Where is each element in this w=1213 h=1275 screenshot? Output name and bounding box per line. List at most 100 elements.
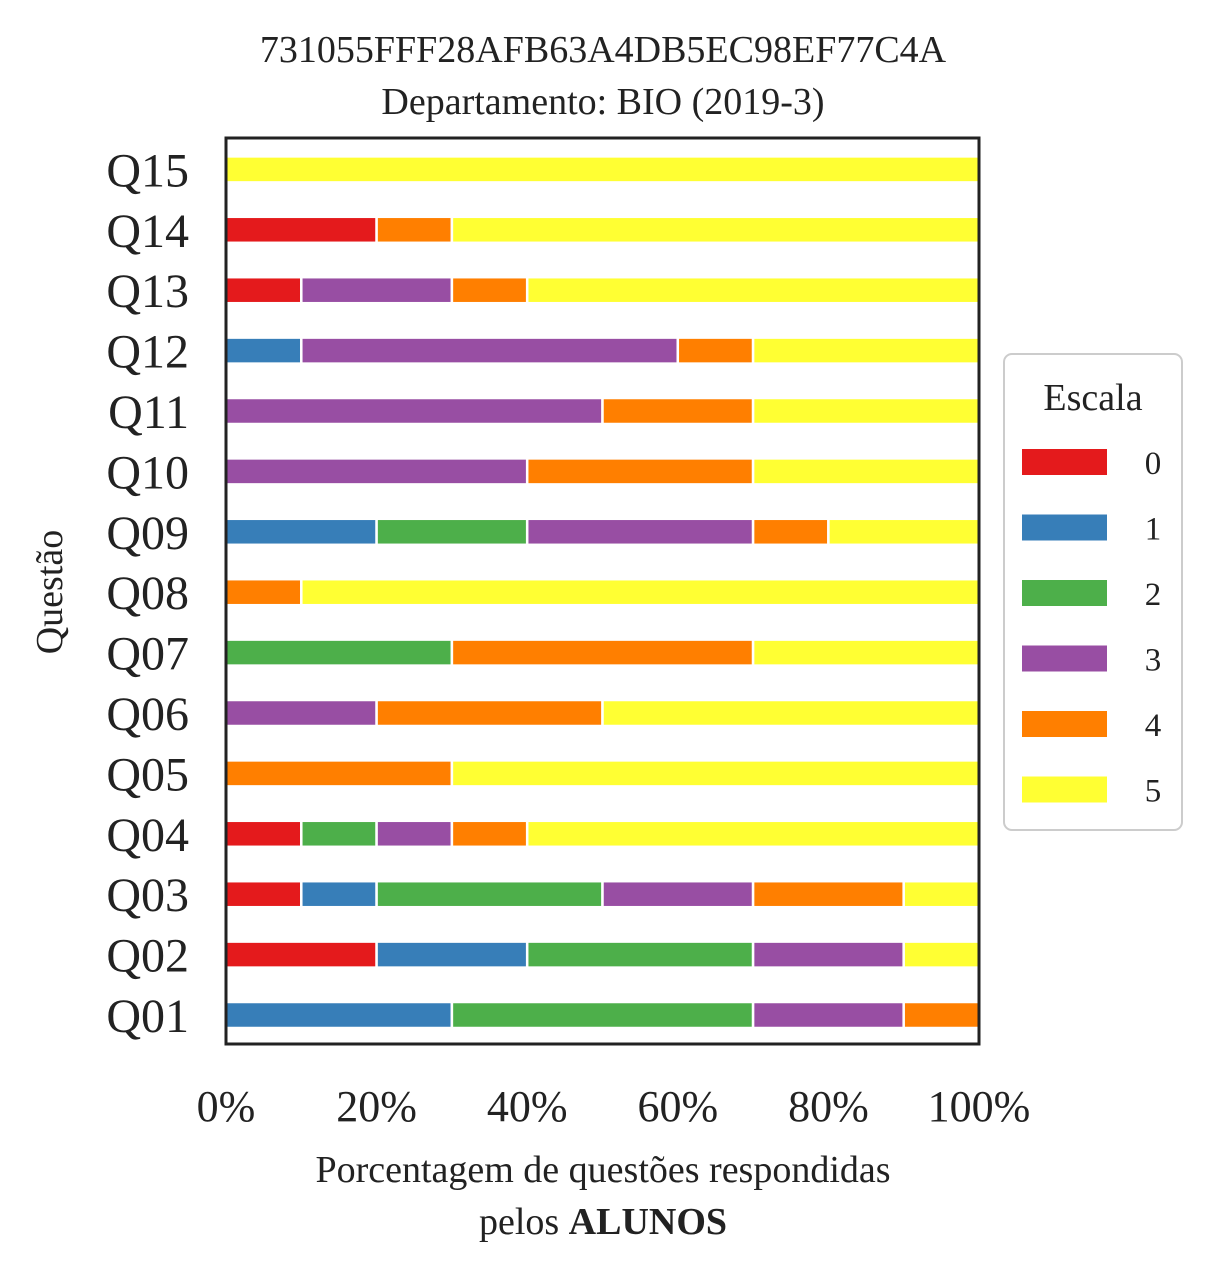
bar-q10-scale-3 (224, 457, 529, 486)
bar-q11-scale-4 (601, 396, 755, 426)
chart-title: 731055FFF28AFB63A4DB5EC98EF77C4A (260, 29, 947, 71)
y-tick-label: Q08 (106, 567, 189, 620)
bar-q07-scale-2 (224, 638, 454, 667)
y-tick-label: Q07 (106, 628, 189, 681)
legend-items: 0 1 2 3 4 5 (1022, 446, 1161, 810)
x-axis-label-line2: pelos ALUNOS (479, 1201, 727, 1243)
y-tick-label: Q12 (106, 326, 189, 379)
legend-swatch-2 (1022, 580, 1107, 606)
bar-q10-scale-4 (525, 457, 755, 486)
bar-q08-scale-4 (224, 577, 303, 607)
legend-label-3: 3 (1145, 643, 1162, 679)
bar-q06-scale-3 (224, 698, 378, 728)
bar-q01-scale-4 (902, 1000, 981, 1030)
bar-q11-scale-3 (224, 396, 604, 426)
plot-frame (224, 136, 981, 1046)
legend-swatch-1 (1022, 514, 1107, 541)
legend-title: Escala (1043, 377, 1142, 419)
y-tick-label: Q15 (106, 144, 189, 197)
bar-q13-scale-3 (300, 275, 454, 305)
bar-q03-scale-3 (601, 879, 755, 909)
legend-label-4: 4 (1145, 708, 1162, 744)
y-axis-label: Questão (29, 530, 71, 655)
bar-q03-scale-5 (902, 879, 981, 909)
bar-q13-scale-5 (525, 275, 981, 305)
bar-q03-scale-4 (751, 879, 905, 909)
bar-q05-scale-5 (450, 759, 981, 788)
bar-q02-scale-3 (751, 940, 905, 969)
x-tick-label: 20% (336, 1082, 417, 1131)
bar-q04-scale-0 (224, 819, 303, 849)
bar-q09-scale-2 (375, 517, 529, 547)
x-tick-label: 40% (487, 1082, 568, 1131)
bar-q04-scale-2 (300, 819, 378, 849)
y-tick-label: Q13 (106, 265, 189, 318)
bar-q05-scale-4 (224, 759, 454, 788)
bar-q06-scale-4 (375, 698, 604, 728)
x-tick-label: 80% (788, 1082, 869, 1131)
legend-swatch-0 (1022, 449, 1107, 475)
y-tick-label: Q05 (106, 748, 189, 801)
y-tick-label: Q02 (106, 930, 189, 983)
bar-q09-scale-5 (827, 517, 981, 547)
x-tick-label: 100% (928, 1082, 1031, 1131)
bar-q09-scale-3 (525, 517, 755, 547)
y-tick-label: Q10 (106, 446, 189, 499)
bar-q02-scale-0 (224, 940, 378, 969)
bar-q01-scale-1 (224, 1000, 454, 1030)
legend-label-1: 1 (1145, 512, 1162, 548)
bar-q08-scale-5 (300, 577, 981, 607)
bar-q02-scale-1 (375, 940, 529, 969)
x-tick-labels: 0% 20% 40% 60% 80% 100% (197, 1082, 1031, 1131)
bar-q11-scale-5 (751, 396, 981, 426)
y-tick-labels: Q01 Q02 Q03 Q04 Q05 Q06 Q07 Q08 Q09 Q10 Q11 Q12 Q13 Q… (106, 144, 189, 1043)
legend-label-5: 5 (1145, 774, 1162, 810)
y-tick-label: Q11 (108, 386, 189, 439)
bar-q01-scale-3 (751, 1000, 905, 1030)
bar-q12-scale-3 (300, 336, 680, 365)
legend-swatch-5 (1022, 776, 1107, 803)
y-tick-label: Q01 (106, 990, 189, 1043)
x-axis-label-bold: ALUNOS (569, 1201, 727, 1243)
bars-group (224, 155, 981, 1030)
legend-label-2: 2 (1145, 577, 1162, 613)
legend: Escala 0 1 2 3 4 5 (1003, 353, 1183, 831)
bar-q03-scale-2 (375, 879, 604, 909)
bar-q07-scale-4 (450, 638, 755, 667)
bar-q03-scale-1 (300, 879, 378, 909)
y-tick-label: Q14 (106, 205, 189, 258)
y-tick-label: Q03 (106, 869, 189, 922)
bar-q14-scale-0 (224, 215, 378, 245)
x-tick-label: 0% (197, 1082, 256, 1131)
bar-q12-scale-1 (224, 336, 303, 365)
bar-q03-scale-0 (224, 879, 303, 909)
bar-q04-scale-3 (375, 819, 454, 849)
bar-q09-scale-1 (224, 517, 378, 547)
bar-q14-scale-5 (450, 215, 981, 245)
y-tick-label: Q04 (106, 809, 189, 862)
bar-q09-scale-4 (751, 517, 830, 547)
bar-q04-scale-5 (525, 819, 981, 849)
bar-q04-scale-4 (450, 819, 529, 849)
x-tick-label: 60% (637, 1082, 718, 1131)
y-tick-label: Q06 (106, 688, 189, 741)
bar-q13-scale-0 (224, 275, 303, 305)
bar-q07-scale-5 (751, 638, 981, 667)
bar-q02-scale-2 (525, 940, 755, 969)
y-tick-label: Q09 (106, 507, 189, 560)
chart-subtitle: Departamento: BIO (2019-3) (381, 81, 824, 123)
bar-q06-scale-5 (601, 698, 981, 728)
bar-q13-scale-4 (450, 275, 529, 305)
bar-q15-scale-5 (224, 155, 981, 184)
bar-q12-scale-4 (676, 336, 755, 365)
x-axis-label-prefix: pelos (479, 1201, 569, 1243)
legend-swatch-4 (1022, 711, 1107, 737)
legend-swatch-3 (1022, 645, 1107, 672)
bar-q01-scale-2 (450, 1000, 755, 1030)
bar-q12-scale-5 (751, 336, 981, 365)
bar-q14-scale-4 (375, 215, 454, 245)
x-axis-label-line1: Porcentagem de questões respondidas (315, 1149, 890, 1191)
bar-q02-scale-5 (902, 940, 981, 969)
legend-label-0: 0 (1145, 446, 1162, 482)
